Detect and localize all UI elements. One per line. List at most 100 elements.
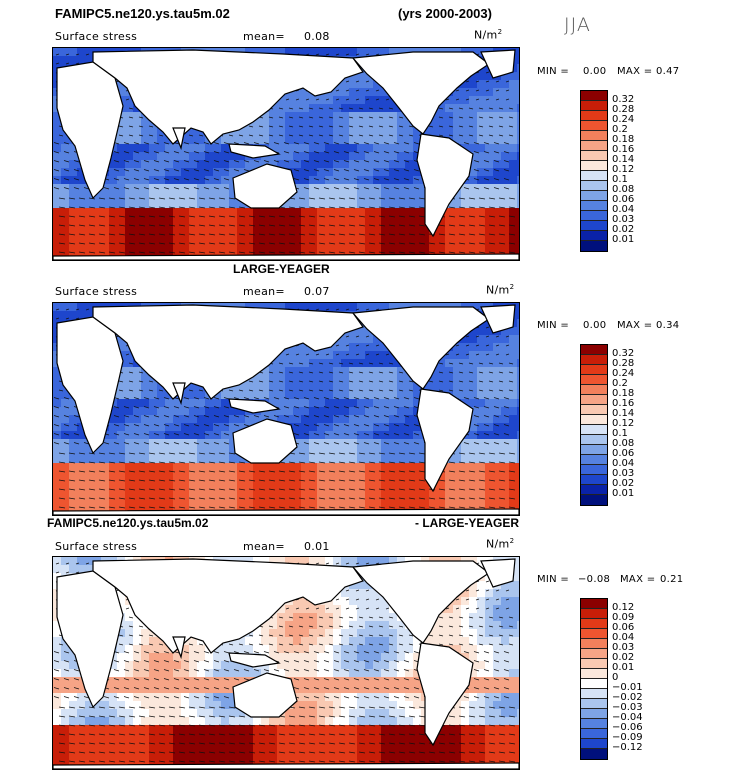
field-cell	[405, 136, 413, 144]
field-cell	[341, 407, 349, 415]
stress-vector	[228, 251, 236, 254]
field-cell	[349, 367, 357, 375]
stress-vector	[388, 116, 394, 119]
field-cell	[485, 232, 493, 240]
stress-vector	[173, 187, 180, 190]
field-cell	[141, 375, 149, 383]
stress-vector	[323, 424, 330, 427]
field-cell	[381, 168, 389, 176]
field-cell	[277, 152, 285, 160]
stress-vector	[493, 424, 500, 427]
stress-vector	[63, 142, 70, 145]
field-cell	[317, 407, 325, 415]
field-cell	[501, 351, 509, 359]
field-cell	[69, 463, 77, 471]
field-cell	[437, 112, 445, 120]
stress-vector	[213, 151, 220, 154]
field-cell	[309, 128, 317, 136]
field-cell	[333, 303, 341, 311]
field-cell	[181, 176, 189, 184]
field-cell	[213, 455, 221, 463]
field-cell	[301, 343, 309, 351]
field-cell	[477, 232, 485, 240]
field-cell	[85, 48, 93, 56]
field-cell	[461, 447, 469, 455]
field-cell	[389, 208, 397, 216]
field-cell	[213, 479, 221, 487]
field-cell	[117, 383, 125, 391]
field-cell	[357, 367, 365, 375]
field-cell	[197, 447, 205, 455]
field-cell	[325, 471, 333, 479]
stress-vector	[68, 206, 76, 209]
stress-vector	[168, 251, 176, 254]
field-cell	[309, 503, 317, 511]
stress-vector	[333, 415, 340, 418]
field-cell	[477, 375, 485, 383]
field-cell	[509, 184, 517, 192]
field-cell	[517, 152, 519, 160]
field-cell	[381, 96, 389, 104]
colorbar-swatch	[581, 131, 607, 141]
stress-vector	[403, 406, 410, 409]
field-cell	[445, 487, 453, 495]
stress-vector	[203, 187, 210, 190]
stress-vector	[188, 233, 196, 236]
stress-vector	[333, 187, 340, 190]
field-cell	[509, 248, 517, 256]
field-cell	[133, 391, 141, 399]
land-mass	[232, 163, 298, 209]
field-cell	[293, 160, 301, 168]
field-cell	[365, 447, 373, 455]
stress-vector	[288, 116, 294, 119]
field-cell	[389, 423, 397, 431]
field-cell	[317, 176, 325, 184]
field-cell	[357, 136, 365, 144]
field-cell	[413, 439, 421, 447]
stress-vector	[378, 371, 384, 374]
stress-vector	[318, 206, 326, 209]
field-cell	[221, 399, 229, 407]
field-cell	[333, 343, 341, 351]
stress-vector	[338, 134, 344, 137]
stress-vector	[498, 371, 504, 374]
stress-vector	[343, 397, 350, 400]
field-cell	[469, 224, 477, 232]
stress-vector	[498, 362, 504, 365]
field-cell	[413, 136, 421, 144]
field-cell	[317, 439, 325, 447]
field-cell	[509, 327, 517, 335]
stress-vector	[368, 215, 376, 218]
field-cell	[333, 463, 341, 471]
stress-vector	[448, 224, 456, 227]
field-cell	[381, 208, 389, 216]
field-cell	[69, 487, 77, 495]
field-cell	[309, 351, 317, 359]
stress-vector	[318, 380, 324, 383]
field-cell	[125, 463, 133, 471]
field-cell	[381, 503, 389, 511]
field-cell	[341, 104, 349, 112]
field-cell	[389, 48, 397, 56]
stress-vector	[393, 160, 400, 163]
field-cell	[381, 176, 389, 184]
field-cell	[373, 160, 381, 168]
field-cell	[149, 471, 157, 479]
field-cell	[317, 431, 325, 439]
field-cell	[125, 128, 133, 136]
field-cell	[509, 335, 517, 343]
field-cell	[173, 487, 181, 495]
field-cell	[453, 104, 461, 112]
field-cell	[485, 495, 493, 503]
field-cell	[141, 120, 149, 128]
field-cell	[245, 208, 253, 216]
field-cell	[501, 487, 509, 495]
stress-vector	[473, 406, 480, 409]
field-cell	[357, 455, 365, 463]
stress-vector	[353, 187, 360, 190]
field-cell	[197, 208, 205, 216]
stress-vector	[508, 215, 516, 218]
stress-vector	[398, 251, 406, 254]
field-cell	[373, 224, 381, 232]
field-cell	[405, 423, 413, 431]
